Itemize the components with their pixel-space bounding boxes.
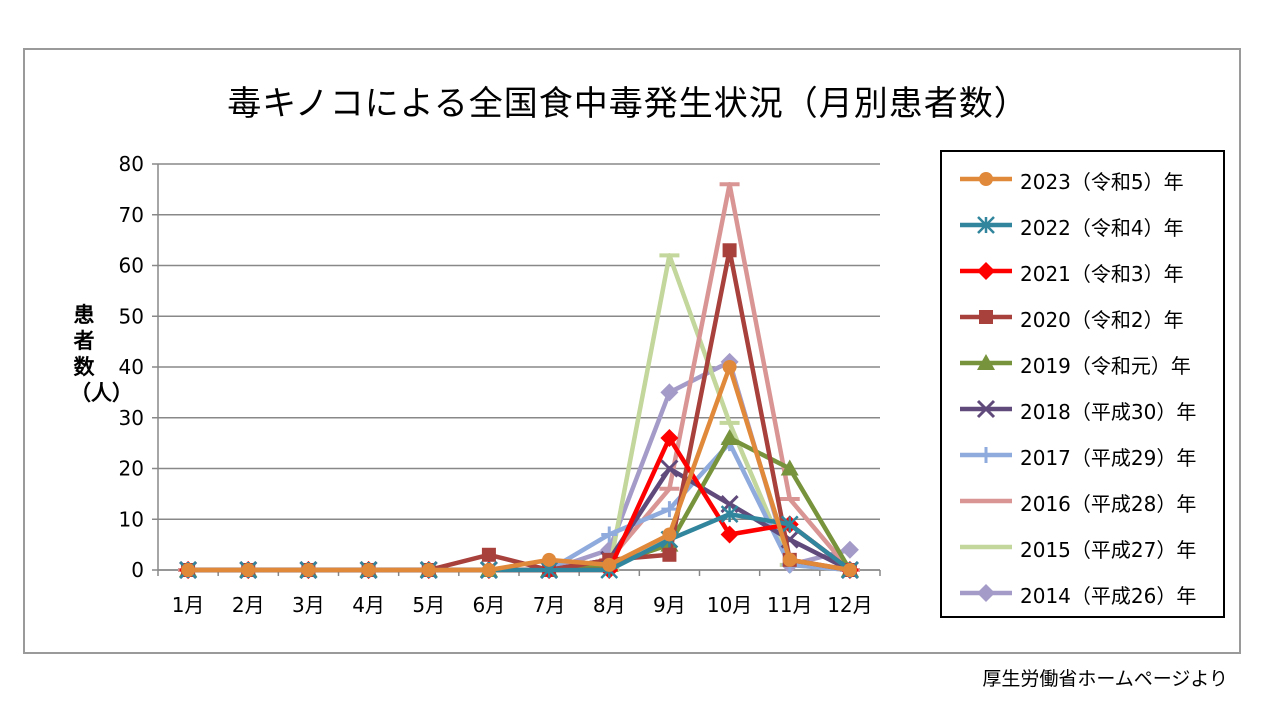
x-tick-label: 11月	[767, 593, 812, 617]
series-line	[188, 440, 851, 573]
legend-swatch	[960, 216, 1012, 234]
data-point	[780, 515, 799, 534]
legend-label: 2020（令和2）年	[1020, 308, 1184, 332]
legend-marker	[977, 262, 995, 280]
x-tick-label: 7月	[533, 593, 566, 617]
x-tick-label: 1月	[172, 593, 205, 617]
data-point	[720, 525, 739, 544]
legend-label: 2015（平成27）年	[1020, 538, 1197, 562]
data-point	[181, 563, 196, 577]
legend-item: 2021（令和3）年	[956, 256, 1221, 286]
data-point	[601, 526, 618, 543]
y-tick-label: 0	[131, 558, 144, 582]
data-point	[660, 459, 679, 478]
data-point	[842, 563, 857, 577]
y-tick-label: 50	[119, 304, 144, 328]
legend-item: 2020（令和2）年	[956, 302, 1221, 332]
legend-label: 2017（平成29）年	[1020, 446, 1197, 470]
series-line	[188, 182, 852, 573]
x-tick-label: 12月	[827, 593, 872, 617]
legend-label: 2016（平成28）年	[1020, 492, 1197, 516]
legend-item: 2015（平成27）年	[956, 532, 1221, 562]
chart-title: 毒キノコによる全国食中毒発生状況（月別患者数）	[227, 84, 1029, 124]
y-tick-label: 20	[119, 457, 144, 481]
data-point	[421, 563, 436, 577]
legend-label: 2022（令和4）年	[1020, 216, 1184, 240]
data-point	[481, 547, 496, 562]
legend-label: 2023（令和5）年	[1020, 170, 1184, 194]
data-point	[602, 557, 617, 572]
x-tick-label: 2月	[232, 593, 265, 617]
legend-swatch	[960, 544, 1012, 550]
series-2023（令和5）年	[181, 360, 857, 577]
data-point	[722, 243, 737, 258]
legend-label: 2019（令和元）年	[1020, 354, 1191, 378]
legend-item: 2018（平成30）年	[956, 394, 1221, 424]
data-point	[662, 547, 677, 562]
legend-label: 2021（令和3）年	[1020, 262, 1184, 286]
legend-item: 2017（平成29）年	[956, 440, 1221, 470]
data-point	[720, 505, 739, 524]
legend-swatch	[960, 447, 1012, 463]
chart-legend: 2023（令和5）年 2022（令和4）年 2021（令和3）年 2020（令和2）年…	[940, 150, 1225, 618]
series-line	[188, 364, 851, 573]
data-point	[720, 429, 739, 446]
data-point	[661, 501, 678, 518]
series-line	[188, 435, 852, 573]
x-tick-label: 9月	[653, 593, 686, 617]
y-tick-label: 30	[119, 406, 144, 430]
x-tick-label: 5月	[412, 593, 445, 617]
legend-marker	[977, 216, 995, 234]
legend-label: 2018（平成30）年	[1020, 400, 1197, 424]
y-tick-label: 70	[119, 203, 144, 227]
legend-swatch	[960, 399, 1012, 419]
legend-marker	[977, 354, 995, 370]
data-point	[660, 383, 679, 402]
y-tick-label: 80	[119, 152, 144, 176]
x-tick-label: 4月	[352, 593, 385, 617]
legend-swatch	[960, 310, 1012, 324]
series-line	[188, 435, 852, 573]
y-tick-label: 40	[119, 355, 144, 379]
legend-item: 2022（令和4）年	[956, 210, 1221, 240]
series-2020（令和2）年	[181, 243, 857, 577]
data-point	[241, 563, 256, 577]
x-tick-label: 10月	[707, 593, 752, 617]
legend-marker	[979, 310, 993, 324]
legend-item: 2023（令和5）年	[956, 164, 1221, 194]
series-2016（平成28）年	[178, 182, 860, 573]
legend-swatch	[960, 172, 1012, 186]
data-point	[361, 563, 376, 577]
data-point	[782, 552, 797, 567]
legend-swatch	[960, 262, 1012, 280]
series-2022（令和4）年	[179, 505, 859, 579]
data-point	[840, 540, 859, 559]
x-tick-label: 3月	[292, 593, 325, 617]
legend-item: 2014（平成26）年	[956, 578, 1221, 608]
legend-swatch	[960, 584, 1012, 602]
legend-marker	[979, 172, 993, 186]
legend-marker	[978, 447, 994, 463]
x-tick-label: 8月	[593, 593, 626, 617]
x-tick-label: 6月	[473, 593, 506, 617]
data-point	[542, 552, 557, 567]
source-note: 厚生労働省ホームページより	[982, 668, 1228, 690]
data-point	[722, 360, 737, 374]
legend-marker	[977, 584, 995, 602]
data-point	[660, 429, 679, 448]
legend-label: 2014（平成26）年	[1020, 584, 1197, 608]
legend-swatch	[960, 498, 1012, 504]
legend-item: 2016（平成28）年	[956, 486, 1221, 516]
data-point	[481, 563, 496, 577]
series-line	[188, 359, 851, 573]
data-point	[780, 459, 799, 476]
legend-marker	[976, 399, 996, 419]
y-tick-label: 10	[119, 507, 144, 531]
y-tick-label: 60	[119, 254, 144, 278]
data-point	[301, 563, 316, 577]
data-point	[662, 527, 677, 542]
legend-swatch	[960, 354, 1012, 370]
legend-item: 2019（令和元）年	[956, 348, 1221, 378]
